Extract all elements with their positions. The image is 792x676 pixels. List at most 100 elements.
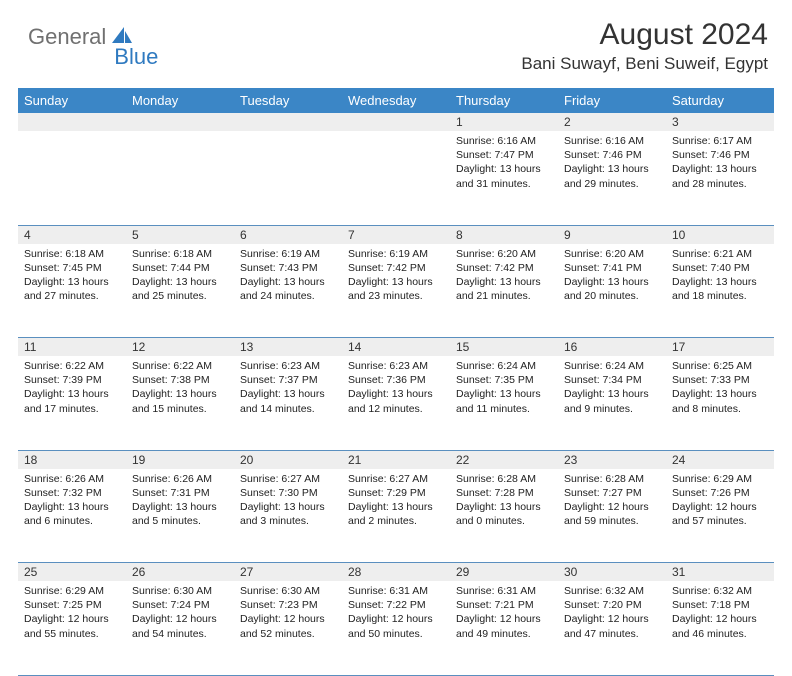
day-number-cell: 24: [666, 450, 774, 469]
day-cell-content: Sunrise: 6:24 AMSunset: 7:34 PMDaylight:…: [558, 356, 666, 420]
sunrise-line: Sunrise: 6:29 AM: [24, 584, 120, 598]
day-cell-content: Sunrise: 6:20 AMSunset: 7:42 PMDaylight:…: [450, 244, 558, 308]
daylight-line: Daylight: 13 hours and 15 minutes.: [132, 387, 228, 415]
day-number-cell: 26: [126, 563, 234, 582]
daylight-line: Daylight: 13 hours and 0 minutes.: [456, 500, 552, 528]
sunset-line: Sunset: 7:36 PM: [348, 373, 444, 387]
sunrise-line: Sunrise: 6:32 AM: [672, 584, 768, 598]
day-cell-content: Sunrise: 6:16 AMSunset: 7:46 PMDaylight:…: [558, 131, 666, 195]
day-cell: Sunrise: 6:21 AMSunset: 7:40 PMDaylight:…: [666, 244, 774, 338]
day-cell-content: Sunrise: 6:32 AMSunset: 7:20 PMDaylight:…: [558, 581, 666, 645]
daylight-line: Daylight: 12 hours and 54 minutes.: [132, 612, 228, 640]
content-row: Sunrise: 6:22 AMSunset: 7:39 PMDaylight:…: [18, 356, 774, 450]
day-cell-content: Sunrise: 6:26 AMSunset: 7:31 PMDaylight:…: [126, 469, 234, 533]
daylight-line: Daylight: 13 hours and 28 minutes.: [672, 162, 768, 190]
sunset-line: Sunset: 7:33 PM: [672, 373, 768, 387]
sunset-line: Sunset: 7:41 PM: [564, 261, 660, 275]
day-cell: Sunrise: 6:31 AMSunset: 7:21 PMDaylight:…: [450, 581, 558, 675]
daylight-line: Daylight: 13 hours and 20 minutes.: [564, 275, 660, 303]
sunrise-line: Sunrise: 6:21 AM: [672, 247, 768, 261]
day-cell-content: Sunrise: 6:32 AMSunset: 7:18 PMDaylight:…: [666, 581, 774, 645]
sunset-line: Sunset: 7:29 PM: [348, 486, 444, 500]
daylight-line: Daylight: 12 hours and 47 minutes.: [564, 612, 660, 640]
day-number-cell: 29: [450, 563, 558, 582]
daylight-line: Daylight: 13 hours and 14 minutes.: [240, 387, 336, 415]
day-cell: Sunrise: 6:31 AMSunset: 7:22 PMDaylight:…: [342, 581, 450, 675]
daylight-line: Daylight: 12 hours and 57 minutes.: [672, 500, 768, 528]
day-cell-content: Sunrise: 6:30 AMSunset: 7:24 PMDaylight:…: [126, 581, 234, 645]
day-cell: Sunrise: 6:24 AMSunset: 7:34 PMDaylight:…: [558, 356, 666, 450]
sunset-line: Sunset: 7:32 PM: [24, 486, 120, 500]
day-cell: [18, 131, 126, 225]
day-cell-content: Sunrise: 6:23 AMSunset: 7:36 PMDaylight:…: [342, 356, 450, 420]
daynum-row: 45678910: [18, 225, 774, 244]
day-number-cell: 30: [558, 563, 666, 582]
day-number-cell: 23: [558, 450, 666, 469]
daynum-row: 25262728293031: [18, 563, 774, 582]
title-block: August 2024 Bani Suwayf, Beni Suweif, Eg…: [521, 18, 768, 74]
calendar-head: SundayMondayTuesdayWednesdayThursdayFrid…: [18, 88, 774, 113]
sunset-line: Sunset: 7:20 PM: [564, 598, 660, 612]
day-number-cell: [126, 113, 234, 131]
day-cell-content: Sunrise: 6:17 AMSunset: 7:46 PMDaylight:…: [666, 131, 774, 195]
daylight-line: Daylight: 12 hours and 55 minutes.: [24, 612, 120, 640]
day-cell: Sunrise: 6:27 AMSunset: 7:30 PMDaylight:…: [234, 469, 342, 563]
sunrise-line: Sunrise: 6:27 AM: [240, 472, 336, 486]
sunrise-line: Sunrise: 6:32 AM: [564, 584, 660, 598]
day-cell: Sunrise: 6:32 AMSunset: 7:20 PMDaylight:…: [558, 581, 666, 675]
daylight-line: Daylight: 12 hours and 46 minutes.: [672, 612, 768, 640]
day-number-cell: 8: [450, 225, 558, 244]
day-cell-content: Sunrise: 6:16 AMSunset: 7:47 PMDaylight:…: [450, 131, 558, 195]
day-header: Wednesday: [342, 88, 450, 113]
day-number-cell: [234, 113, 342, 131]
day-cell: Sunrise: 6:16 AMSunset: 7:47 PMDaylight:…: [450, 131, 558, 225]
day-cell: [342, 131, 450, 225]
sunset-line: Sunset: 7:42 PM: [348, 261, 444, 275]
daylight-line: Daylight: 13 hours and 17 minutes.: [24, 387, 120, 415]
sunrise-line: Sunrise: 6:23 AM: [240, 359, 336, 373]
logo: General Blue: [28, 18, 158, 50]
day-cell: Sunrise: 6:26 AMSunset: 7:32 PMDaylight:…: [18, 469, 126, 563]
day-number-cell: 17: [666, 338, 774, 357]
daylight-line: Daylight: 13 hours and 27 minutes.: [24, 275, 120, 303]
day-cell: Sunrise: 6:20 AMSunset: 7:42 PMDaylight:…: [450, 244, 558, 338]
day-cell-content: Sunrise: 6:27 AMSunset: 7:30 PMDaylight:…: [234, 469, 342, 533]
day-cell-content: Sunrise: 6:18 AMSunset: 7:44 PMDaylight:…: [126, 244, 234, 308]
day-cell-content: Sunrise: 6:25 AMSunset: 7:33 PMDaylight:…: [666, 356, 774, 420]
content-row: Sunrise: 6:29 AMSunset: 7:25 PMDaylight:…: [18, 581, 774, 675]
day-number-cell: 3: [666, 113, 774, 131]
day-cell: Sunrise: 6:23 AMSunset: 7:37 PMDaylight:…: [234, 356, 342, 450]
logo-text-blue: Blue: [114, 44, 158, 70]
sunset-line: Sunset: 7:34 PM: [564, 373, 660, 387]
day-cell-content: Sunrise: 6:27 AMSunset: 7:29 PMDaylight:…: [342, 469, 450, 533]
calendar-table: SundayMondayTuesdayWednesdayThursdayFrid…: [18, 88, 774, 676]
sunset-line: Sunset: 7:18 PM: [672, 598, 768, 612]
sunrise-line: Sunrise: 6:29 AM: [672, 472, 768, 486]
day-number-cell: 14: [342, 338, 450, 357]
day-number-cell: 21: [342, 450, 450, 469]
day-cell-content: Sunrise: 6:28 AMSunset: 7:28 PMDaylight:…: [450, 469, 558, 533]
day-header: Sunday: [18, 88, 126, 113]
day-cell-content: Sunrise: 6:29 AMSunset: 7:25 PMDaylight:…: [18, 581, 126, 645]
daylight-line: Daylight: 13 hours and 31 minutes.: [456, 162, 552, 190]
sunset-line: Sunset: 7:27 PM: [564, 486, 660, 500]
daylight-line: Daylight: 13 hours and 3 minutes.: [240, 500, 336, 528]
sunset-line: Sunset: 7:22 PM: [348, 598, 444, 612]
day-cell-content: Sunrise: 6:30 AMSunset: 7:23 PMDaylight:…: [234, 581, 342, 645]
day-number-cell: 10: [666, 225, 774, 244]
daylight-line: Daylight: 13 hours and 2 minutes.: [348, 500, 444, 528]
daylight-line: Daylight: 12 hours and 52 minutes.: [240, 612, 336, 640]
location: Bani Suwayf, Beni Suweif, Egypt: [521, 54, 768, 74]
day-cell-content: Sunrise: 6:21 AMSunset: 7:40 PMDaylight:…: [666, 244, 774, 308]
day-cell: Sunrise: 6:19 AMSunset: 7:43 PMDaylight:…: [234, 244, 342, 338]
month-title: August 2024: [521, 18, 768, 52]
day-cell-content: Sunrise: 6:18 AMSunset: 7:45 PMDaylight:…: [18, 244, 126, 308]
day-cell: Sunrise: 6:27 AMSunset: 7:29 PMDaylight:…: [342, 469, 450, 563]
sunrise-line: Sunrise: 6:17 AM: [672, 134, 768, 148]
sunrise-line: Sunrise: 6:24 AM: [564, 359, 660, 373]
day-cell: Sunrise: 6:30 AMSunset: 7:23 PMDaylight:…: [234, 581, 342, 675]
day-cell-content: Sunrise: 6:20 AMSunset: 7:41 PMDaylight:…: [558, 244, 666, 308]
day-cell: Sunrise: 6:30 AMSunset: 7:24 PMDaylight:…: [126, 581, 234, 675]
day-cell-content: Sunrise: 6:26 AMSunset: 7:32 PMDaylight:…: [18, 469, 126, 533]
day-number-cell: 25: [18, 563, 126, 582]
